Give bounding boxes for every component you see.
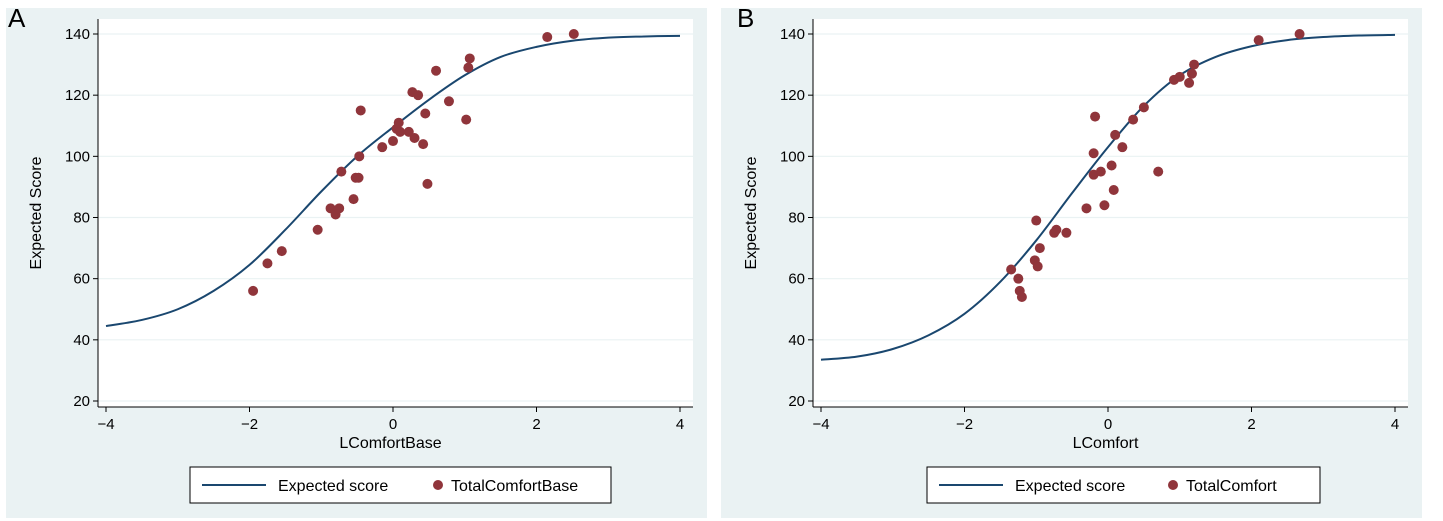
- data-point: [1013, 273, 1024, 284]
- data-point: [1138, 102, 1149, 113]
- x-tick-label: 2: [1247, 416, 1255, 433]
- data-point: [1189, 59, 1200, 70]
- data-point: [1108, 184, 1119, 195]
- x-tick-label: −2: [241, 416, 258, 433]
- data-point: [1174, 71, 1185, 82]
- chart-panel-a: A 20 40 60 80 100 120 140 −4 −2 0 2 4 LComfortBase Exp…: [0, 0, 715, 521]
- data-point: [463, 62, 474, 73]
- data-point: [354, 151, 365, 162]
- data-point: [413, 90, 424, 101]
- data-point: [395, 126, 406, 137]
- y-tick-label: 100: [780, 148, 805, 165]
- data-point: [1153, 166, 1164, 177]
- plot-area: [813, 19, 1408, 407]
- y-tick-label: 120: [780, 87, 805, 104]
- data-point: [1110, 129, 1121, 140]
- y-tick-label: 100: [65, 148, 90, 165]
- data-point: [355, 105, 366, 116]
- data-point: [248, 285, 259, 296]
- panel-letter: B: [737, 3, 754, 33]
- data-point: [464, 53, 475, 64]
- data-point: [568, 29, 579, 39]
- x-tick-label: 0: [389, 416, 397, 433]
- data-point: [276, 246, 287, 257]
- data-point: [1184, 77, 1195, 88]
- y-axis-title: Expected Score: [28, 156, 45, 269]
- chart-svg: B 20 40 60 80 100 120 140 −4 −2 0 2 4 LComfort Expecte…: [721, 3, 1422, 518]
- data-point: [1006, 264, 1017, 275]
- data-point: [1128, 114, 1139, 125]
- legend-label-line: Expected score: [1015, 478, 1125, 495]
- y-tick-label: 140: [780, 26, 805, 43]
- data-point: [1034, 243, 1045, 254]
- x-tick-label: −2: [956, 416, 973, 433]
- legend-marker-swatch: [1168, 480, 1178, 490]
- data-point: [431, 65, 442, 76]
- legend-label-line: Expected score: [278, 478, 388, 495]
- y-tick-label: 40: [73, 332, 90, 349]
- data-point: [353, 172, 364, 183]
- y-tick-label: 140: [65, 26, 90, 43]
- data-point: [336, 166, 347, 177]
- data-point: [388, 136, 398, 147]
- y-tick-label: 60: [788, 271, 805, 288]
- y-tick-label: 80: [73, 210, 90, 227]
- y-tick-label: 80: [788, 210, 805, 227]
- x-tick-label: −4: [97, 416, 114, 433]
- y-tick-label: 20: [73, 393, 90, 410]
- x-tick-label: 0: [1104, 416, 1112, 433]
- data-point: [409, 132, 420, 143]
- y-tick-label: 120: [65, 87, 90, 104]
- data-point: [1081, 203, 1092, 214]
- data-point: [1106, 160, 1117, 171]
- data-point: [1294, 29, 1305, 39]
- data-point: [443, 96, 454, 107]
- data-point: [1016, 292, 1027, 303]
- y-tick-label: 40: [788, 332, 805, 349]
- data-point: [1117, 142, 1128, 153]
- data-point: [1099, 200, 1110, 211]
- chart-svg: A 20 40 60 80 100 120 140 −4 −2 0 2 4 LComfortBase Exp…: [6, 3, 707, 518]
- data-point: [1090, 111, 1101, 122]
- data-point: [1186, 68, 1197, 79]
- legend-label-points: TotalComfortBase: [451, 478, 578, 495]
- legend-marker-swatch: [433, 480, 443, 490]
- data-point: [1095, 166, 1106, 177]
- data-point: [420, 108, 431, 119]
- x-tick-label: 4: [1391, 416, 1399, 433]
- y-tick-label: 60: [73, 271, 90, 288]
- data-point: [1051, 224, 1062, 235]
- plot-area: [98, 19, 693, 407]
- data-point: [461, 114, 472, 125]
- data-point: [1061, 227, 1072, 238]
- data-point: [1253, 35, 1264, 46]
- x-axis-title: LComfortBase: [339, 435, 441, 452]
- legend-label-points: TotalComfort: [1186, 478, 1277, 495]
- data-point: [1031, 215, 1042, 226]
- data-point: [422, 178, 433, 189]
- x-tick-label: 4: [676, 416, 684, 433]
- expected-score-line: [820, 33, 1396, 361]
- data-point: [377, 142, 388, 153]
- data-point: [334, 203, 345, 214]
- x-tick-label: 2: [532, 416, 540, 433]
- y-tick-label: 20: [788, 393, 805, 410]
- y-axis-title: Expected Score: [743, 156, 760, 269]
- data-point: [348, 194, 359, 205]
- data-point: [393, 117, 404, 128]
- data-point: [1088, 148, 1099, 159]
- data-point: [262, 258, 273, 269]
- data-point: [1032, 261, 1043, 272]
- data-point: [418, 139, 429, 150]
- panel-letter: A: [8, 3, 26, 33]
- chart-panel-b: B 20 40 60 80 100 120 140 −4 −2 0 2 4 LComfort Expecte…: [715, 0, 1430, 521]
- x-axis-title: LComfort: [1073, 435, 1139, 452]
- x-tick-label: −4: [812, 416, 829, 433]
- data-point: [542, 32, 553, 43]
- data-point: [312, 224, 323, 235]
